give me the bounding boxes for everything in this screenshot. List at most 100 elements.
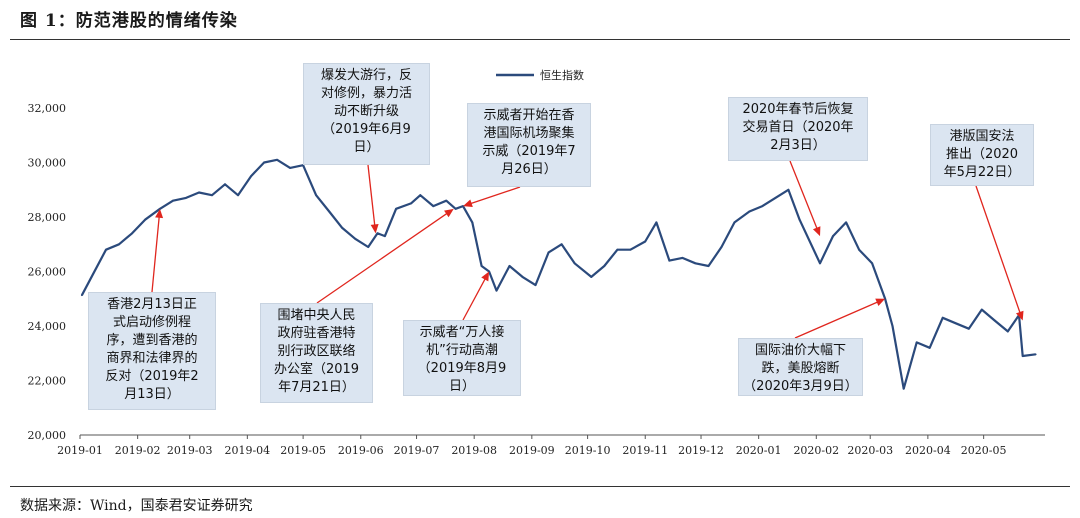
x-tick-label: 2019-05 xyxy=(280,444,326,457)
data-point xyxy=(941,316,944,319)
data-point xyxy=(410,202,412,205)
data-point xyxy=(891,325,894,327)
data-point xyxy=(341,227,344,229)
data-point xyxy=(954,322,957,325)
data-point xyxy=(211,194,213,197)
y-tick-label: 20,000 xyxy=(28,429,67,442)
data-point xyxy=(616,248,619,251)
data-point xyxy=(328,210,331,213)
data-point xyxy=(590,276,593,278)
data-point xyxy=(967,327,970,330)
x-tick-label: 2020-03 xyxy=(847,444,893,457)
data-point xyxy=(1006,330,1009,333)
data-point xyxy=(367,246,370,248)
data-point xyxy=(787,188,790,191)
y-tick-label: 22,000 xyxy=(28,375,67,388)
x-tick-label: 2019-11 xyxy=(622,444,668,457)
annotation-arrowhead xyxy=(155,208,164,219)
line-chart: 20,000 22,000 24,000 26,000 28,000 30,000 32,0… xyxy=(28,68,1045,457)
annotation-arrowhead xyxy=(463,199,473,208)
data-point xyxy=(263,161,265,164)
data-point xyxy=(80,294,83,297)
data-point xyxy=(508,265,511,267)
data-point xyxy=(761,205,764,208)
annotation-arrowhead xyxy=(444,208,454,218)
data-point xyxy=(707,265,710,267)
data-point xyxy=(92,273,94,276)
data-point xyxy=(644,240,647,243)
data-point xyxy=(733,221,736,224)
data-point xyxy=(655,221,658,224)
y-tick-label: 26,000 xyxy=(28,266,67,279)
data-point xyxy=(118,243,120,246)
series-line-hsi xyxy=(80,158,1036,390)
data-point xyxy=(376,232,379,235)
y-tick-label: 28,000 xyxy=(28,211,67,224)
annotation-arrowhead xyxy=(875,298,886,307)
data-point xyxy=(198,191,200,194)
data-point xyxy=(315,194,318,197)
annotation-box: 香港2月13日正 式启动修例程 序，遭到香港的 商界和法律界的 反对（2019年… xyxy=(88,292,216,410)
data-point xyxy=(629,248,632,251)
annotation-arrowhead xyxy=(481,271,490,282)
data-point xyxy=(445,199,448,202)
annotation-arrowhead xyxy=(370,223,379,234)
data-point xyxy=(395,207,397,210)
data-point xyxy=(560,243,563,246)
data-point xyxy=(980,308,983,311)
annotation-box: 港版国安法 推出（2020 年5月22日） xyxy=(930,124,1034,186)
data-point xyxy=(131,232,133,235)
data-point xyxy=(1021,355,1024,357)
data-point xyxy=(798,218,801,221)
data-point xyxy=(902,387,905,390)
data-point xyxy=(237,194,239,197)
data-point xyxy=(419,194,422,197)
data-point xyxy=(354,237,357,240)
data-point xyxy=(185,197,187,199)
annotation-arrow xyxy=(367,164,376,230)
x-tick-label: 2019-10 xyxy=(565,444,611,457)
data-point xyxy=(871,262,873,265)
data-point xyxy=(250,175,252,178)
x-tick-label: 2020-01 xyxy=(736,444,782,457)
x-tick-label: 2019-06 xyxy=(338,444,384,457)
data-point xyxy=(495,289,498,292)
data-point xyxy=(159,207,161,210)
annotation-arrow xyxy=(316,210,451,304)
data-point xyxy=(668,259,671,262)
data-point xyxy=(172,199,174,202)
annotation-arrowhead xyxy=(812,226,821,237)
x-tick-label: 2019-08 xyxy=(451,444,497,457)
data-point xyxy=(480,265,483,267)
x-tick-label: 2020-04 xyxy=(905,444,951,457)
data-point xyxy=(832,235,834,237)
data-point xyxy=(454,207,457,210)
x-tick-label: 2020-02 xyxy=(793,444,839,457)
data-point xyxy=(928,346,931,349)
annotation-arrow xyxy=(151,212,161,293)
annotation-arrow xyxy=(789,160,820,233)
annotation-box: 示威者开始在香 港国际机场聚集 示威（2019年7 月26日） xyxy=(467,103,591,187)
data-point xyxy=(774,197,777,199)
x-tick-label: 2019-03 xyxy=(167,444,213,457)
x-tick-label: 2019-07 xyxy=(394,444,440,457)
x-tick-label: 2020-05 xyxy=(961,444,1007,457)
annotation-box: 国际油价大幅下 跌，美股熔断 （2020年3月9日） xyxy=(738,338,863,396)
data-point xyxy=(694,262,697,265)
data-point xyxy=(105,248,107,251)
data-point xyxy=(547,251,550,254)
x-tick-label: 2019-09 xyxy=(509,444,555,457)
data-point xyxy=(289,167,292,169)
data-point xyxy=(845,221,847,224)
annotation-arrow xyxy=(466,186,521,206)
legend-label: 恒生指数 xyxy=(540,68,584,82)
annotation-box: 爆发大游行，反 对修例，暴力活 动不断升级 （2019年6月9 日） xyxy=(303,63,430,165)
top-rule xyxy=(10,39,1070,40)
data-point xyxy=(681,256,684,259)
data-point xyxy=(748,210,751,213)
data-point xyxy=(858,248,860,251)
annotation-arrow xyxy=(975,185,1022,317)
data-point xyxy=(521,276,524,278)
figure-title: 图 1：防范港股的情绪传染 xyxy=(20,11,238,31)
annotation-box: 示威者“万人接 机”行动高潮 （2019年8月9 日） xyxy=(403,320,521,396)
